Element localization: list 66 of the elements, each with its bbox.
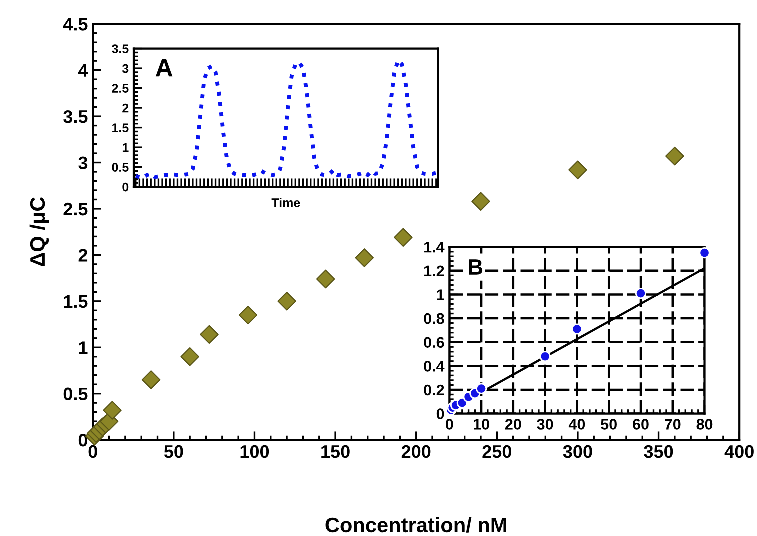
x-tick-label: 150 [322, 445, 350, 458]
x-tick-label: 30 [537, 419, 554, 430]
y-tick-label: 0.5 [112, 163, 129, 172]
x-tick-label: 0 [446, 419, 454, 430]
y-tick-label: 2.5 [112, 84, 129, 93]
y-tick-label: 1.5 [64, 296, 88, 308]
y-tick-label: 1.5 [112, 124, 129, 132]
point [278, 292, 296, 311]
y-tick-label: 4 [78, 64, 88, 77]
y-tick-label: 3.5 [64, 110, 88, 124]
x-axis-title: Time [272, 198, 300, 208]
point [472, 192, 490, 211]
y-tick-label: 0.5 [64, 388, 88, 401]
x-tick-label: 200 [402, 445, 431, 458]
point [699, 247, 710, 259]
y-tick-label: 0 [78, 434, 88, 447]
x-tick-label: 50 [164, 445, 184, 458]
x-axis-title: Concentration/ nM [326, 517, 506, 533]
point [142, 370, 161, 390]
point [238, 306, 258, 325]
x-tick-label: 0 [88, 445, 98, 458]
point [635, 288, 647, 300]
y-tick-label: 2 [78, 249, 88, 262]
x-tick-label: 80 [696, 419, 713, 430]
x-tick-label: 70 [665, 419, 681, 430]
point [476, 383, 488, 394]
point [572, 324, 583, 335]
x-tick-label: 10 [474, 419, 490, 430]
y-tick-label: 3.5 [112, 44, 129, 54]
x-tick-label: 50 [601, 419, 617, 430]
y-tick-label: 3 [78, 156, 88, 170]
point [540, 351, 551, 362]
y-tick-label: 0 [436, 408, 444, 420]
x-tick-label: 350 [644, 445, 674, 458]
annotation: B [469, 260, 483, 275]
x-tick-label: 40 [568, 419, 586, 430]
point [103, 401, 122, 420]
y-tick-label: 1.2 [424, 266, 444, 276]
point [666, 146, 684, 166]
y-tick-label: 4.5 [63, 18, 88, 31]
x-tick-label: 300 [563, 445, 592, 458]
y-tick-label: 2.5 [64, 202, 88, 216]
point [355, 248, 374, 268]
annotation: A [156, 59, 173, 77]
x-tick-label: 60 [633, 419, 649, 430]
point [394, 228, 413, 248]
y-axis-title: ΔQ /μC [30, 197, 50, 267]
y-tick-label: 1.4 [424, 242, 445, 253]
y-tick-label: 1 [122, 143, 129, 152]
x-tick-label: 20 [505, 419, 522, 430]
x-tick-label: 250 [482, 445, 512, 458]
y-tick-label: 0.2 [424, 384, 444, 396]
y-tick-label: 0.4 [424, 361, 445, 372]
y-tick-label: 0 [122, 182, 129, 192]
point [316, 270, 336, 289]
point [568, 160, 588, 180]
x-tick-label: 400 [724, 445, 754, 458]
y-tick-label: 0.8 [424, 313, 444, 324]
point [200, 325, 219, 344]
y-tick-label: 2 [122, 104, 129, 113]
y-tick-label: 1 [79, 342, 88, 354]
x-tick-label: 100 [240, 445, 270, 458]
point [180, 347, 200, 366]
y-tick-label: 1 [437, 290, 444, 300]
y-tick-label: 3 [122, 64, 129, 74]
y-tick-label: 0.6 [424, 337, 444, 348]
